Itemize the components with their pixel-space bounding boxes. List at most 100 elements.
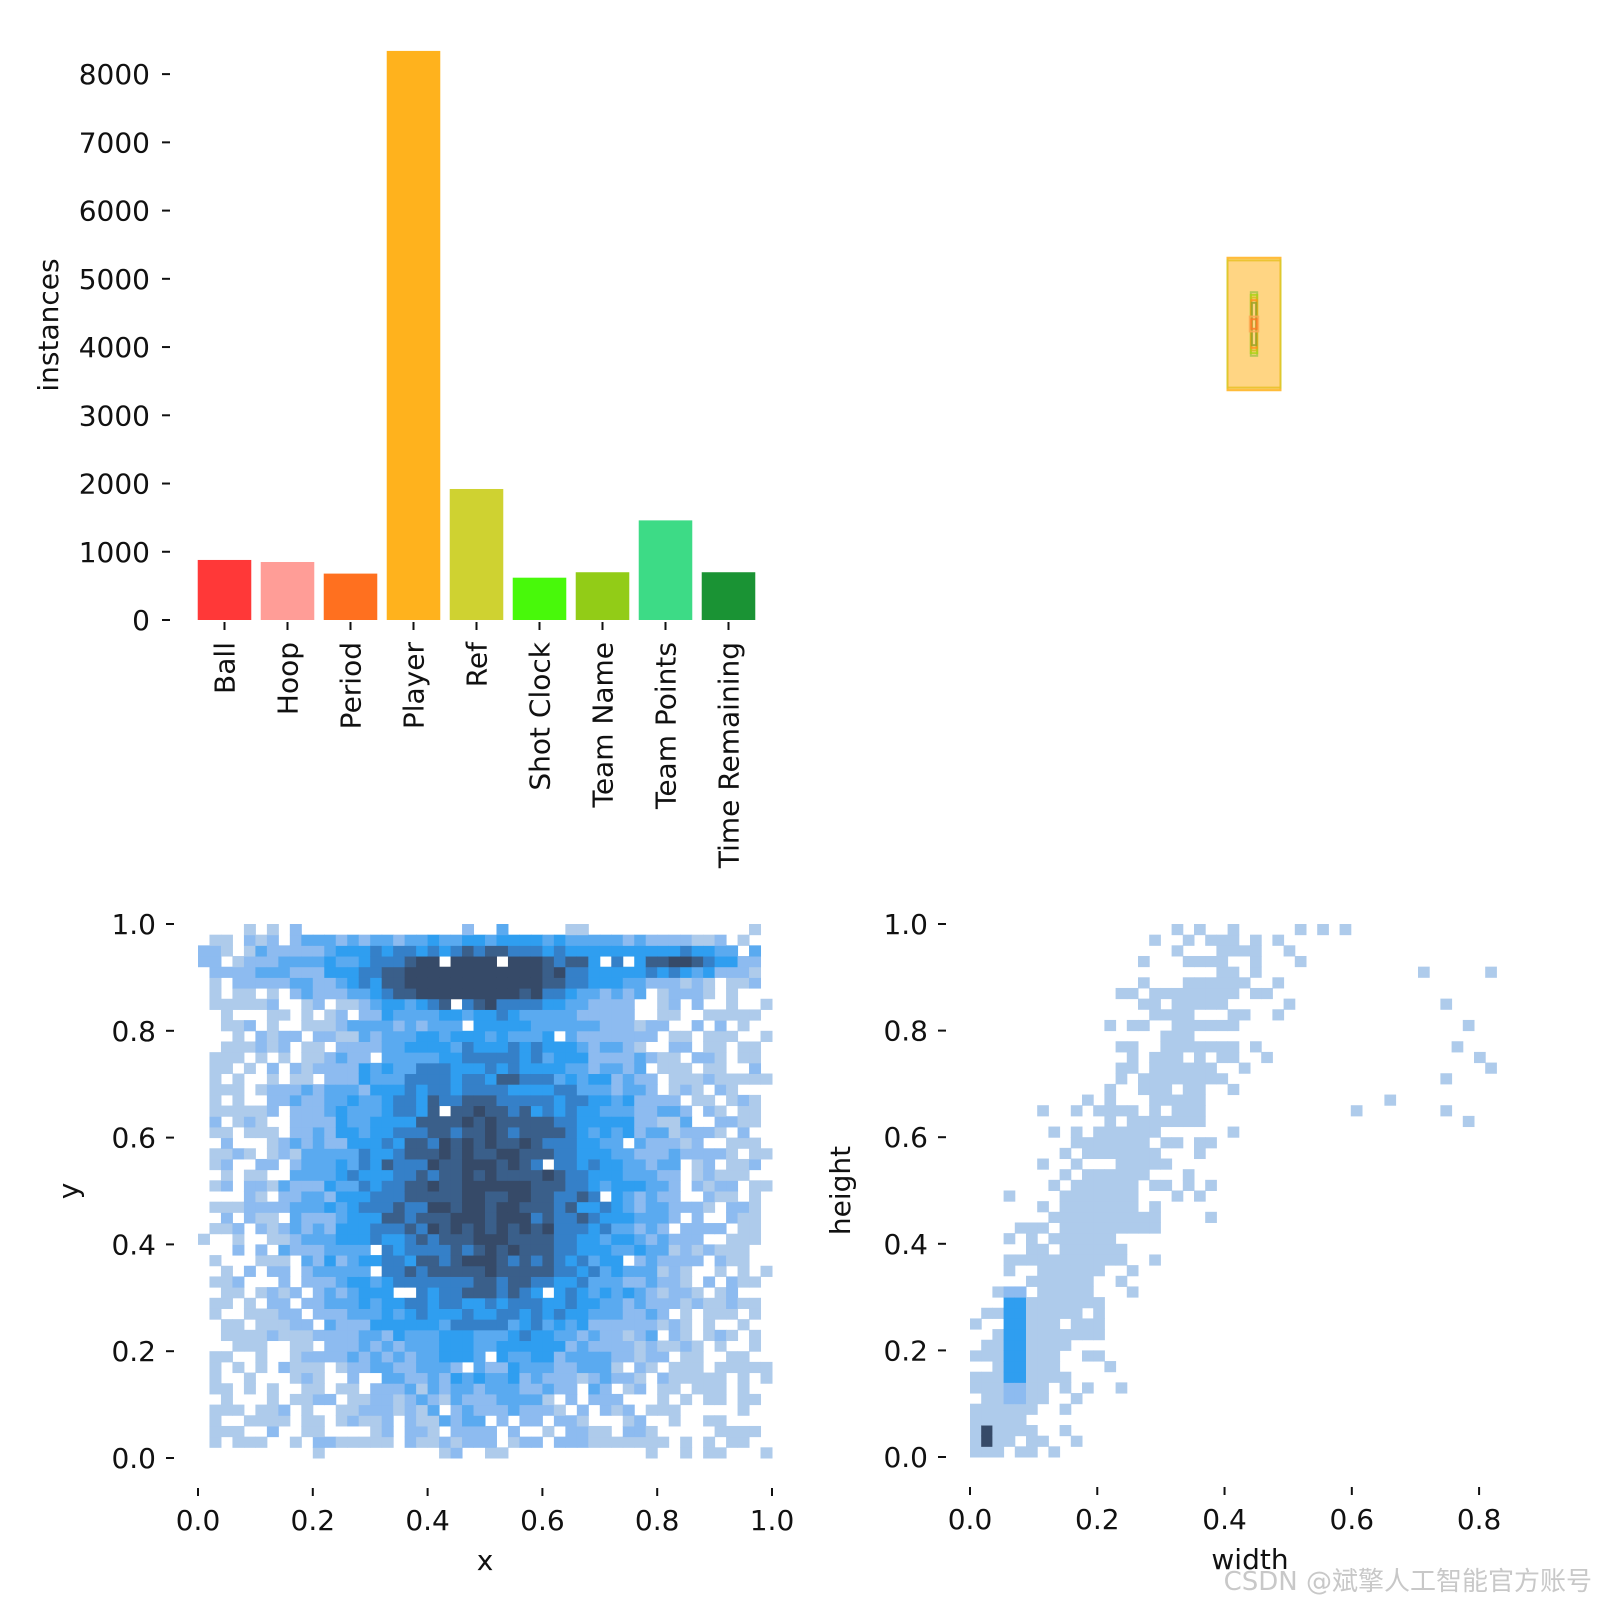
heatmap-cell: [462, 1126, 475, 1139]
heatmap-cell: [209, 945, 222, 957]
heatmap-cell: [657, 945, 670, 957]
heatmap-cell: [565, 1319, 578, 1331]
heatmap-cell: [485, 1191, 497, 1203]
heatmap-cell: [588, 1212, 601, 1224]
x-tick-label: 0.6: [520, 1504, 565, 1537]
heatmap-cell: [335, 1073, 348, 1085]
heatmap-cell: [634, 1126, 647, 1139]
heatmap-cell: [680, 945, 693, 957]
heatmap-cell: [1194, 955, 1206, 968]
heatmap-cell: [668, 1329, 681, 1342]
heatmap-cell: [611, 1148, 624, 1160]
heatmap-cell: [439, 1329, 452, 1342]
heatmap-cell: [1126, 1211, 1139, 1223]
heatmap-cell: [737, 1393, 750, 1406]
heatmap-cell: [301, 1052, 314, 1064]
heatmap-cell: [622, 1287, 635, 1299]
heatmap-cell: [1115, 1190, 1128, 1202]
heatmap-cell: [645, 1340, 658, 1352]
heatmap-cell: [1070, 1297, 1083, 1309]
heatmap-cell: [680, 988, 693, 1000]
heatmap-cell: [255, 1105, 268, 1117]
heatmap-cell: [1026, 1435, 1038, 1447]
heatmap-cell: [485, 1201, 497, 1213]
heatmap-cell: [243, 945, 256, 957]
heatmap-cell: [668, 1073, 681, 1085]
heatmap-cell: [1126, 1158, 1139, 1170]
heatmap-cell: [381, 1404, 394, 1416]
heatmap-cell: [703, 1276, 716, 1288]
heatmap-cell: [439, 988, 452, 1000]
heatmap-cell: [381, 1319, 394, 1331]
heatmap-cell: [542, 1062, 555, 1075]
heatmap-cell: [634, 1084, 647, 1096]
heatmap-cell: [726, 945, 739, 957]
heatmap-cell: [381, 1361, 394, 1374]
heatmap-cell: [358, 956, 371, 968]
heatmap-cell: [312, 1372, 325, 1384]
heatmap-cell: [519, 1319, 532, 1331]
heatmap-cell: [1082, 1179, 1094, 1191]
heatmap-cell: [645, 1351, 658, 1363]
heatmap-cell: [1194, 1073, 1206, 1085]
heatmap-cell: [1149, 1147, 1161, 1160]
heatmap-cell: [358, 1094, 371, 1107]
heatmap-cell: [485, 1425, 497, 1438]
heatmap-cell: [553, 945, 566, 957]
heatmap-cell: [278, 1319, 291, 1331]
heatmap-cell: [255, 1041, 268, 1053]
heatmap-cell: [507, 1351, 520, 1363]
heatmap-cell: [289, 945, 302, 957]
heatmap-cell: [393, 1148, 406, 1160]
heatmap-cell: [1037, 1350, 1049, 1362]
heatmap-cell: [1048, 1265, 1061, 1277]
heatmap-cell: [1070, 1254, 1083, 1266]
heatmap-cell: [496, 1105, 509, 1117]
heatmap-cell: [553, 1319, 566, 1331]
heatmap-cell: [530, 1436, 543, 1448]
heatmap-cell: [358, 1169, 371, 1181]
heatmap-cell: [427, 1073, 440, 1085]
heatmap-cell: [416, 1244, 429, 1256]
heatmap-cell: [289, 1137, 302, 1149]
heatmap-cell: [1126, 1041, 1139, 1053]
heatmap-cell: [209, 1297, 222, 1309]
heatmap-cell: [358, 966, 371, 978]
heatmap-cell: [312, 1436, 325, 1448]
heatmap-cell: [439, 1415, 452, 1427]
heatmap-cell: [634, 1276, 647, 1288]
heatmap-cell: [519, 1180, 532, 1192]
heatmap-cell: [622, 1126, 635, 1139]
heatmap-cell: [416, 1287, 429, 1299]
heatmap-cell: [576, 1276, 589, 1288]
heatmap-cell: [599, 934, 612, 946]
heatmap-cell: [278, 1201, 291, 1213]
heatmap-cell: [519, 1052, 532, 1064]
heatmap-cell: [496, 1415, 509, 1427]
heatmap-cell: [335, 1084, 348, 1096]
heatmap-cell: [301, 1137, 314, 1149]
heatmap-cell: [611, 1116, 624, 1128]
heatmap-cell: [381, 956, 394, 968]
heatmap-cell: [1093, 1137, 1105, 1149]
heatmap-cell: [1138, 1137, 1150, 1149]
heatmap-cell: [657, 977, 670, 989]
heatmap-cell: [370, 998, 383, 1010]
heatmap-cell: [243, 1372, 256, 1384]
heatmap-cell: [393, 1233, 406, 1245]
heatmap-cell: [427, 1244, 440, 1256]
heatmap-cell: [473, 1158, 486, 1171]
heatmap-cell: [553, 1020, 566, 1032]
heatmap-cell: [634, 1287, 647, 1299]
heatmap-cell: [611, 1372, 624, 1384]
heatmap-cell: [981, 1393, 993, 1405]
heatmap-cell: [565, 1020, 578, 1032]
heatmap-cell: [737, 1158, 750, 1171]
heatmap-cell: [634, 966, 647, 978]
heatmap-cell: [232, 1052, 245, 1064]
heatmap-cell: [703, 1094, 716, 1107]
heatmap-cell: [404, 1169, 417, 1181]
heatmap-cell: [749, 956, 762, 968]
heatmap-cell: [530, 956, 543, 968]
